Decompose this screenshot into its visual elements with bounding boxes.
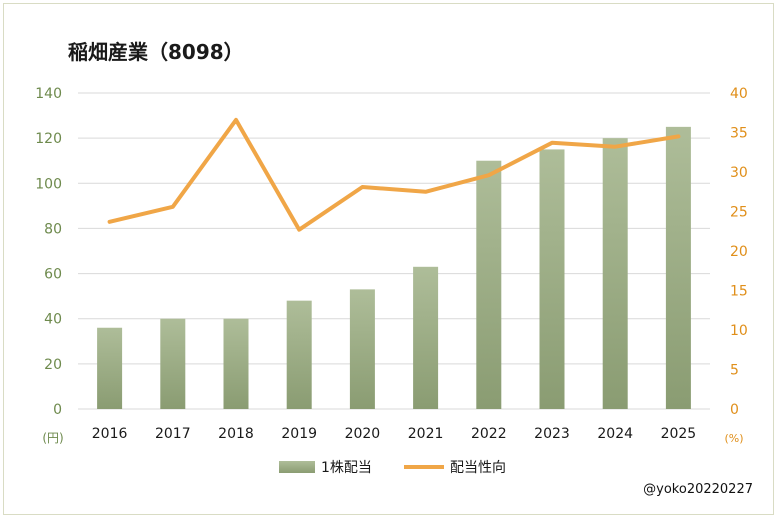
x-tick-label: 2016 xyxy=(92,426,128,442)
x-tick-label: 2023 xyxy=(534,426,570,442)
left-tick-label: 60 xyxy=(44,267,62,283)
left-tick-label: 20 xyxy=(44,357,62,373)
left-tick-label: 0 xyxy=(53,402,62,418)
right-tick-label: 25 xyxy=(730,205,748,221)
x-tick-label: 2025 xyxy=(661,426,697,442)
right-tick-label: 15 xyxy=(730,284,748,300)
bar-2023 xyxy=(539,149,565,409)
line-series xyxy=(107,117,681,232)
bar-series xyxy=(97,126,691,409)
x-tick-label: 2024 xyxy=(597,426,633,442)
right-tick-label: 0 xyxy=(730,402,739,418)
payout-ratio-line xyxy=(107,117,681,232)
bar-2024 xyxy=(602,138,628,409)
bar-2021 xyxy=(413,266,439,409)
credit-text: @yoko20220227 xyxy=(643,482,753,497)
left-tick-label: 80 xyxy=(44,221,62,237)
chart-title: 稲畑産業（8098） xyxy=(68,40,244,64)
legend-line-label: 配当性向 xyxy=(450,460,506,476)
bar-2022 xyxy=(476,160,502,409)
x-tick-label: 2020 xyxy=(345,426,381,442)
left-tick-label: 120 xyxy=(35,131,62,147)
left-tick-label: 100 xyxy=(35,176,62,192)
bar-2025 xyxy=(665,126,691,409)
left-tick-label: 140 xyxy=(35,86,62,102)
bar-2020 xyxy=(349,289,375,409)
bar-2016 xyxy=(97,327,123,409)
x-tick-label: 2018 xyxy=(218,426,254,442)
right-tick-label: 30 xyxy=(730,165,748,181)
right-tick-label: 20 xyxy=(730,244,748,260)
chart-frame xyxy=(3,3,774,515)
x-tick-label: 2017 xyxy=(155,426,191,442)
left-tick-label: 40 xyxy=(44,312,62,328)
x-tick-label: 2022 xyxy=(471,426,507,442)
x-tick-label: 2021 xyxy=(408,426,444,442)
right-tick-label: 10 xyxy=(730,323,748,339)
bar-2019 xyxy=(286,300,312,409)
right-tick-label: 40 xyxy=(730,86,748,102)
right-axis: 0 5 10 15 20 25 30 35 40 (%) xyxy=(724,86,747,445)
bar-2017 xyxy=(160,318,186,409)
right-axis-unit: (%) xyxy=(724,432,743,445)
bar-2018 xyxy=(223,318,249,409)
x-axis: 2016 2017 2018 2019 2020 2021 2022 2023 2024 2025 xyxy=(92,426,696,442)
right-tick-label: 35 xyxy=(730,126,748,142)
right-tick-label: 5 xyxy=(730,363,739,379)
legend-bar-label: 1株配当 xyxy=(321,460,372,476)
x-tick-label: 2019 xyxy=(281,426,317,442)
left-axis-unit: (円) xyxy=(42,431,63,445)
legend-bar-swatch xyxy=(279,461,315,473)
legend: 1株配当 配当性向 xyxy=(279,460,506,476)
left-axis: 0 20 40 60 80 100 120 140 (円) xyxy=(35,86,63,445)
